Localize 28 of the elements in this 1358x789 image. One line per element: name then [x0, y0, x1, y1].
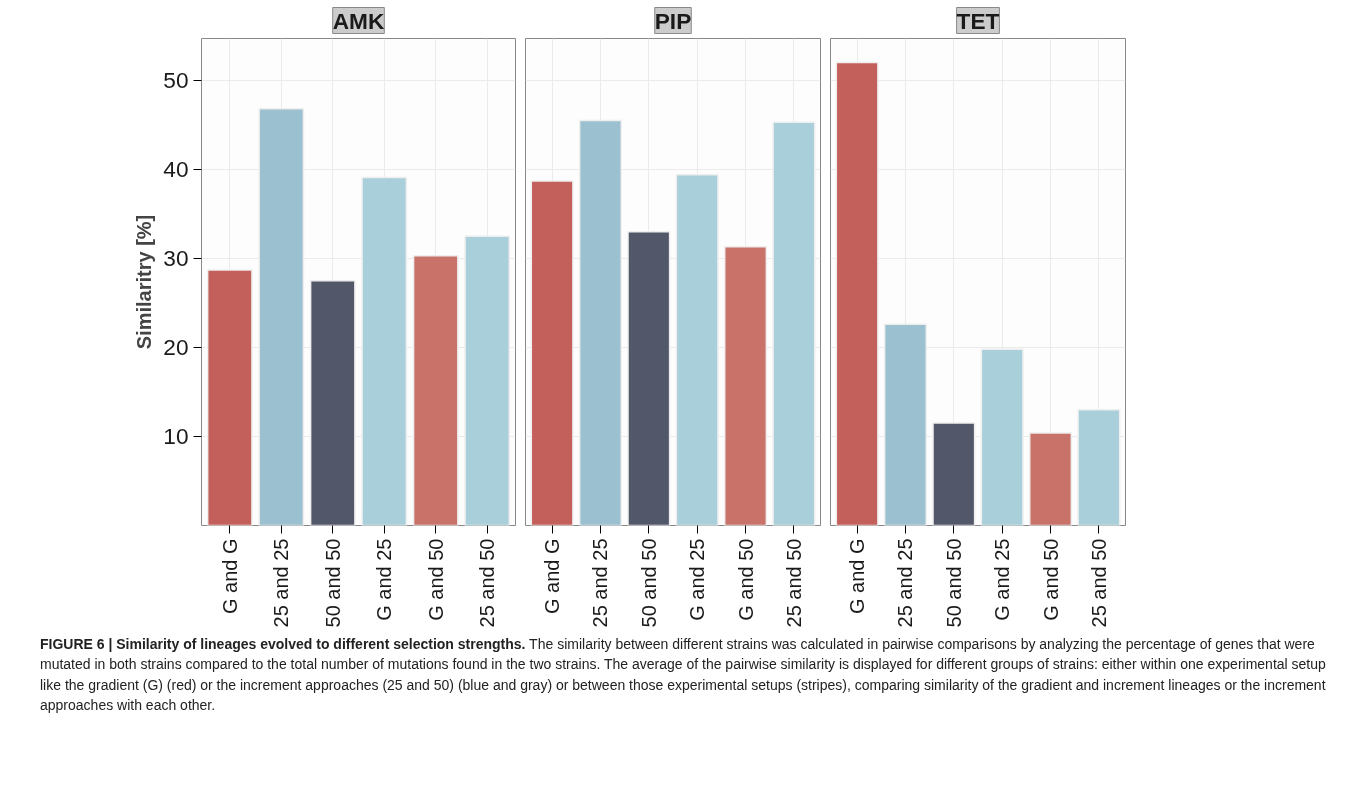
- y-tick-label: 10: [163, 422, 189, 449]
- y-axis-title: Similaritry [%]: [133, 214, 156, 350]
- y-tick-label: 30: [163, 244, 189, 271]
- y-tick-label: 40: [163, 155, 189, 182]
- x-tick-label: 25 and 50: [782, 538, 805, 628]
- x-tick-label: G and G: [218, 538, 241, 615]
- chart-title: AMK: [332, 7, 385, 34]
- x-tick-label: 50 and 50: [321, 538, 344, 628]
- x-tick-label: 25 and 25: [589, 538, 612, 628]
- x-tick-label: 25 and 50: [1087, 538, 1110, 628]
- x-tick-label: 50 and 50: [637, 538, 660, 628]
- x-tick-label: G and 25: [686, 538, 709, 621]
- x-tick-label: G and G: [541, 538, 564, 615]
- x-tick-label: G and 50: [424, 538, 447, 621]
- x-tick-label: G and 50: [734, 538, 757, 621]
- y-tick-label: 50: [163, 66, 189, 93]
- y-tick-label: 20: [163, 333, 189, 360]
- x-tick-label: G and 50: [1039, 538, 1062, 621]
- x-tick-label: 25 and 25: [270, 538, 293, 628]
- caption: FIGURE 6 | Similarity of lineages evolved to different selection strengths.: [40, 636, 526, 652]
- chart-title: TET: [956, 7, 1000, 34]
- x-tick-label: 25 and 50: [476, 538, 499, 628]
- x-tick-label: G and 25: [373, 538, 396, 621]
- x-tick-label: G and 25: [991, 538, 1014, 621]
- chart-title: PIP: [654, 7, 692, 34]
- x-tick-label: 25 and 25: [894, 538, 917, 628]
- x-tick-label: G and G: [846, 538, 869, 615]
- x-tick-label: 50 and 50: [942, 538, 965, 628]
